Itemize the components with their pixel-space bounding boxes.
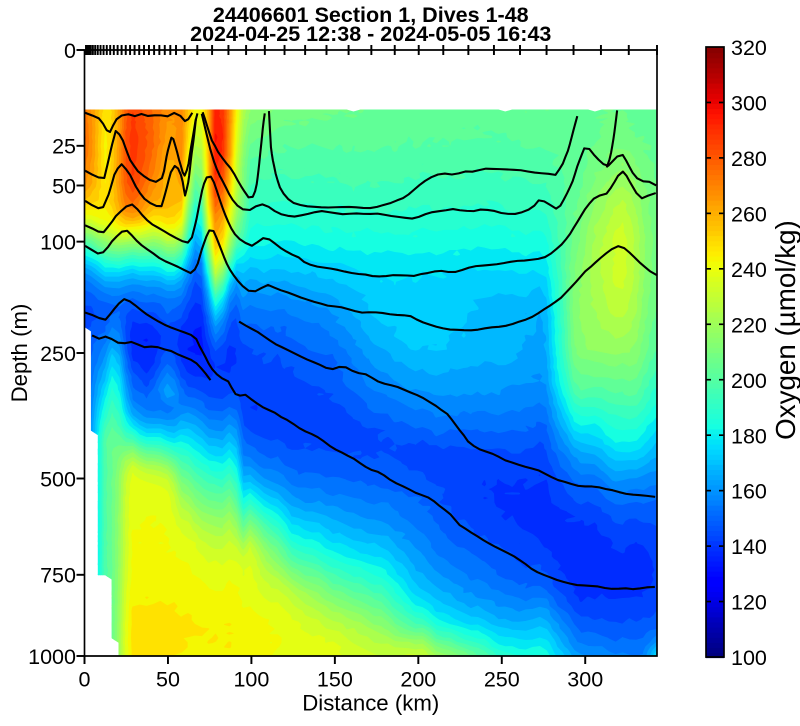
svg-text:200: 200 xyxy=(400,668,436,692)
svg-text:Depth (m): Depth (m) xyxy=(7,304,32,403)
svg-text:250: 250 xyxy=(484,668,520,692)
svg-text:2024-04-25 12:38 - 2024-05-05: 2024-04-25 12:38 - 2024-05-05 16:43 xyxy=(190,22,551,46)
svg-text:Oxygen (µmol/kg): Oxygen (µmol/kg) xyxy=(770,220,800,440)
svg-text:100: 100 xyxy=(731,646,767,670)
svg-text:320: 320 xyxy=(731,36,767,60)
svg-text:280: 280 xyxy=(731,147,767,171)
svg-text:240: 240 xyxy=(731,258,767,282)
svg-text:24406601 Section 1, Dives 1-48: 24406601 Section 1, Dives 1-48 xyxy=(213,3,529,27)
svg-text:100: 100 xyxy=(40,230,76,254)
svg-text:100: 100 xyxy=(233,668,269,692)
svg-text:160: 160 xyxy=(731,480,767,504)
svg-text:0: 0 xyxy=(64,39,76,63)
svg-text:140: 140 xyxy=(731,535,767,559)
svg-text:50: 50 xyxy=(52,174,76,198)
svg-text:1000: 1000 xyxy=(28,645,76,669)
svg-text:300: 300 xyxy=(731,92,767,116)
svg-text:300: 300 xyxy=(567,668,603,692)
svg-text:260: 260 xyxy=(731,202,767,226)
svg-text:250: 250 xyxy=(40,342,76,366)
svg-text:220: 220 xyxy=(731,313,767,337)
svg-text:500: 500 xyxy=(40,467,76,491)
svg-text:Distance (km): Distance (km) xyxy=(302,691,439,716)
svg-text:180: 180 xyxy=(731,424,767,448)
svg-text:120: 120 xyxy=(731,591,767,615)
svg-text:0: 0 xyxy=(79,668,91,692)
svg-text:750: 750 xyxy=(40,564,76,588)
svg-text:50: 50 xyxy=(156,668,180,692)
svg-text:150: 150 xyxy=(317,668,353,692)
svg-text:25: 25 xyxy=(52,135,76,159)
svg-text:200: 200 xyxy=(731,369,767,393)
